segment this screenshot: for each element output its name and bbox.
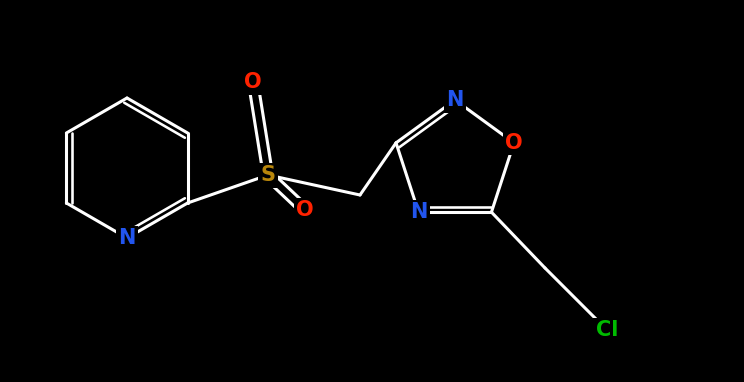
Text: N: N	[118, 228, 135, 248]
Text: S: S	[260, 165, 275, 185]
Text: N: N	[446, 90, 464, 110]
Text: N: N	[410, 202, 427, 222]
Text: Cl: Cl	[596, 320, 618, 340]
Text: O: O	[244, 72, 262, 92]
Text: O: O	[296, 200, 314, 220]
Text: O: O	[505, 133, 523, 153]
